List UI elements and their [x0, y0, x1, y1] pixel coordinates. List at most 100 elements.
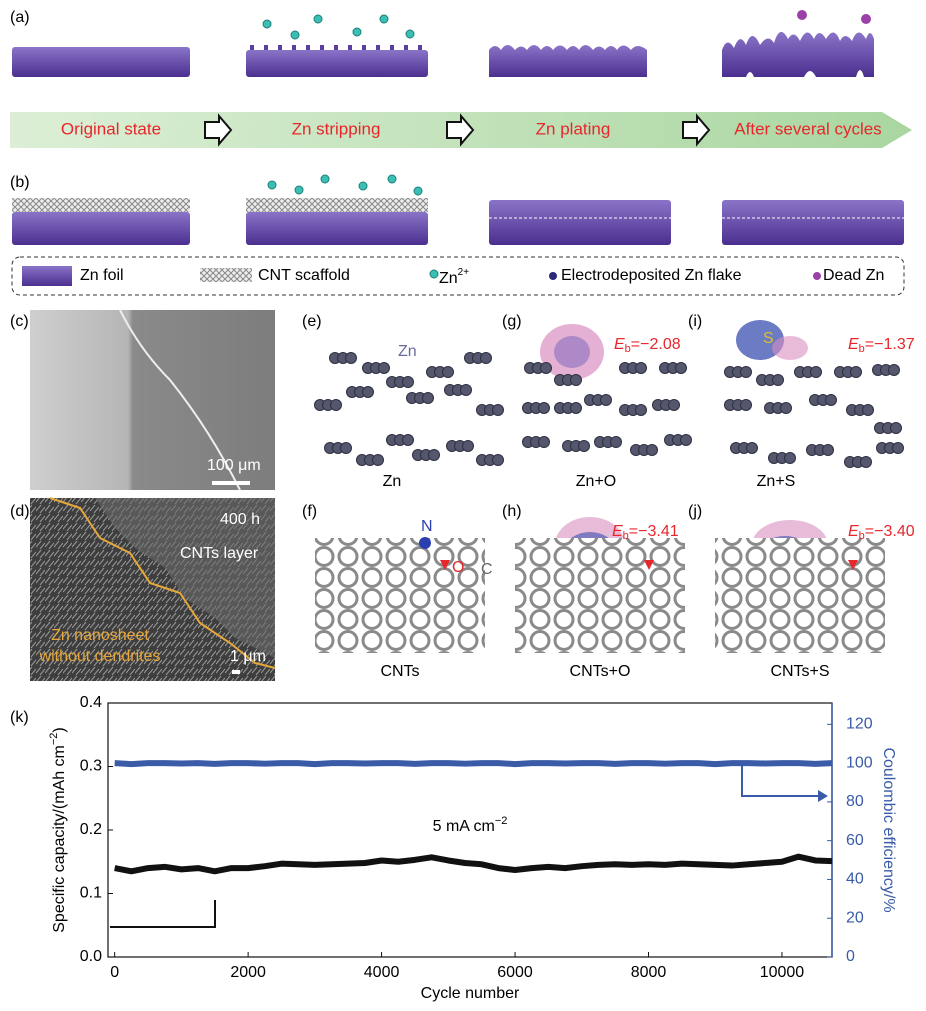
energy-symbol: E: [612, 523, 623, 540]
model-caption: Zn+O: [576, 473, 616, 490]
zn-atom: [747, 443, 758, 454]
model-caption: CNTs+O: [570, 663, 631, 680]
zn-atom: [403, 377, 414, 388]
y-label-superscript: −2: [48, 733, 60, 746]
zn-atom: [331, 400, 342, 411]
legend-label: Dead Zn: [823, 267, 884, 284]
x-tick-label: 8000: [631, 964, 667, 981]
legend: Zn foil CNT scaffold Zn2+ Electrodeposit…: [12, 257, 904, 295]
panel-label: (b): [10, 174, 30, 191]
zn-atom: [773, 375, 784, 386]
sem-annotation: CNTs layer: [180, 545, 259, 562]
zn-atom: [481, 353, 492, 364]
zn-atom: [669, 400, 680, 411]
y2-tick-label: 20: [846, 909, 864, 926]
binding-energy: Eb=−3.40: [848, 523, 915, 542]
zn-atom: [443, 367, 454, 378]
sem-c: 100 μm: [30, 310, 275, 490]
annotation-text: 5 mA cm: [433, 818, 495, 835]
zn-atom: [647, 445, 658, 456]
process-step: Zn stripping: [292, 119, 381, 138]
sem-d: 400 h CNTs layer Zn nanosheet without de…: [30, 498, 275, 681]
sem-annotation: Zn nanosheet: [51, 627, 149, 644]
zn-atom: [429, 450, 440, 461]
process-step: Original state: [61, 119, 161, 138]
y-tick-label: 0.2: [80, 821, 102, 838]
panel-label: (e): [302, 313, 322, 330]
model-caption: CNTs: [380, 663, 419, 680]
y2-tick-label: 40: [846, 871, 864, 888]
page: {"panel_labels":["(a)","(b)","(c)","(d)"…: [0, 0, 926, 1011]
atom-label: Zn: [398, 343, 417, 360]
process-arrow: Original state Zn stripping Zn plating A…: [10, 112, 912, 148]
atom-label: O: [452, 559, 464, 576]
panel-label: (k): [10, 709, 29, 726]
chart-k: 5 mA cm−2 Specific capacity/(mAh cm−2) C…: [48, 694, 897, 1002]
zn-atom: [863, 405, 874, 416]
energy-value: =−2.08: [631, 336, 681, 353]
zn-atom: [571, 403, 582, 414]
y-axis-label: Specific capacity/(mAh cm−2): [48, 727, 68, 932]
zn-atom: [861, 457, 872, 468]
panel-label: (a): [10, 9, 30, 26]
model-caption: Zn: [383, 473, 402, 490]
atom-label: N: [421, 518, 433, 535]
zn-atom: [681, 435, 692, 446]
zn-atom: [493, 405, 504, 416]
data-line: [115, 857, 832, 872]
zn-atom: [636, 363, 647, 374]
panel-a: [12, 10, 874, 77]
scale-label: 1 μm: [230, 648, 266, 665]
annotation: 5 mA cm−2: [433, 815, 508, 835]
legend-label: CNT scaffold: [258, 267, 350, 284]
zn-atom: [891, 423, 902, 434]
y2-tick-label: 100: [846, 754, 873, 771]
x-tick-label: 4000: [364, 964, 400, 981]
legend-superscript: 2+: [458, 267, 470, 278]
zn-atom: [539, 437, 550, 448]
atom-label: C: [481, 561, 493, 578]
y2-tick-label: 120: [846, 716, 873, 733]
zn-atom: [571, 375, 582, 386]
zn-atom: [541, 363, 552, 374]
zn-atom: [539, 403, 550, 414]
panel-b: [12, 175, 904, 245]
zn-atom: [373, 455, 384, 466]
zn-atom: [423, 393, 434, 404]
y2-tick-label: 60: [846, 832, 864, 849]
zn-atom: [811, 367, 822, 378]
zn-atom: [741, 400, 752, 411]
panel-label: (j): [688, 503, 702, 520]
y2-tick-label: 0: [846, 948, 855, 965]
process-step: Zn plating: [536, 119, 611, 138]
x-tick-label: 2000: [230, 964, 266, 981]
y-label-end: ): [51, 727, 68, 732]
y-tick-label: 0.4: [80, 694, 102, 711]
y2-axis-label: Coulombic efficiency/%: [880, 747, 897, 912]
y-tick-label: 0.3: [80, 758, 102, 775]
binding-energy: Eb=−3.41: [612, 523, 679, 542]
zn-atom: [461, 385, 472, 396]
energy-symbol: E: [848, 336, 859, 353]
zn-atom: [379, 363, 390, 374]
panel-label: (f): [302, 503, 317, 520]
legend-label: Zn foil: [80, 267, 124, 284]
x-tick-label: 10000: [760, 964, 805, 981]
binding-energy: Eb=−2.08: [614, 336, 681, 355]
binding-energy: Eb=−1.37: [848, 336, 915, 355]
zn-atom: [363, 387, 374, 398]
legend-label: Zn2+: [439, 267, 469, 288]
zn-atom: [781, 403, 792, 414]
panel-label: (d): [10, 503, 30, 520]
zn-atom: [741, 367, 752, 378]
x-tick-label: 0: [110, 964, 119, 981]
models: Zn Zn Zn+O Zn+S S CNTs CNTs+O CNTs+S N O…: [315, 320, 915, 680]
scale-label: 100 μm: [207, 457, 261, 474]
y2-tick-label: 80: [846, 793, 864, 810]
zn-atom: [785, 453, 796, 464]
panel-label: (i): [688, 313, 702, 330]
y-tick-label: 0.0: [80, 948, 102, 965]
zn-atom: [893, 443, 904, 454]
energy-symbol: E: [614, 336, 625, 353]
panel-label: (h): [502, 503, 522, 520]
